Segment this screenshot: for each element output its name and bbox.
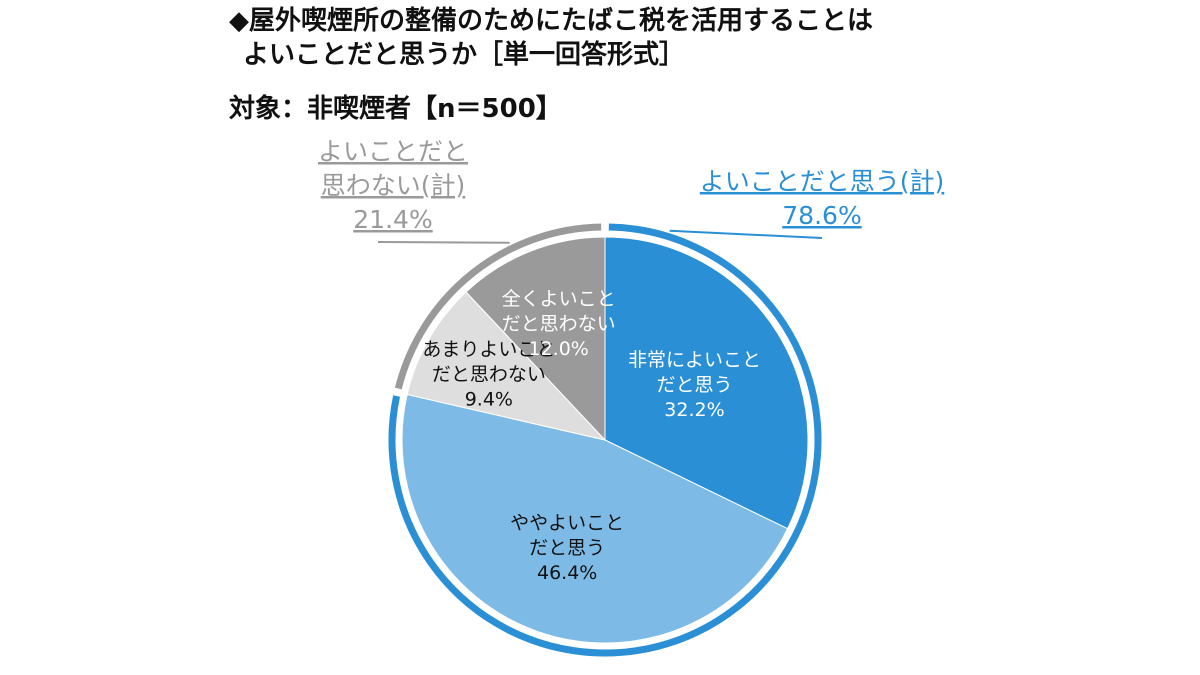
slice-value-label: 32.2% [664, 399, 724, 421]
slice-name-label: だと思わない [502, 313, 616, 335]
slice-value-label: 46.4% [537, 562, 597, 584]
pie-slice [604, 236, 809, 530]
chart-subject: 対象：非喫煙者【n＝500】 [229, 94, 562, 124]
slice-name-label: だと思う [529, 537, 605, 559]
slice-name-label: だと思う [656, 374, 732, 396]
outer-rings [388, 223, 822, 657]
pie-slice [465, 236, 606, 442]
title-line-1: ◆屋外喫煙所の整備のためにたばこ税を活用することは [229, 6, 873, 36]
slice-value-label: 12.0% [528, 338, 588, 360]
pie-slice [406, 291, 607, 441]
group-name-label: 思わない(計) [321, 171, 466, 200]
chart-title: ◆屋外喫煙所の整備のためにたばこ税を活用することは よいことだと思うか［単一回答… [229, 4, 873, 72]
group-value-label: 78.6% [782, 201, 861, 230]
group-ring [388, 223, 822, 657]
group-name-label: よいことだと [318, 137, 468, 166]
slice-name-label: だと思わない [432, 363, 546, 385]
group-name-label: よいことだと思う(計) [700, 167, 945, 196]
slice-name-label: 非常によいこと [628, 349, 761, 371]
slice-name-label: 全くよいこと [502, 288, 616, 310]
leader-line [669, 229, 823, 239]
leader-line [377, 241, 510, 244]
pie-slices [401, 236, 809, 644]
slice-name-label: ややよいこと [510, 512, 624, 534]
pie-slice [401, 393, 789, 644]
leader-lines [377, 229, 823, 244]
title-line-2: よいことだと思うか［単一回答形式］ [243, 40, 686, 70]
group-ring [394, 223, 602, 390]
group-value-label: 21.4% [353, 205, 432, 234]
slice-value-label: 9.4% [465, 388, 513, 410]
slice-name-label: あまりよいこと [422, 338, 555, 360]
slice-labels: 非常によいことだと思う32.2%ややよいことだと思う46.4%あまりよいことだと… [422, 288, 761, 584]
